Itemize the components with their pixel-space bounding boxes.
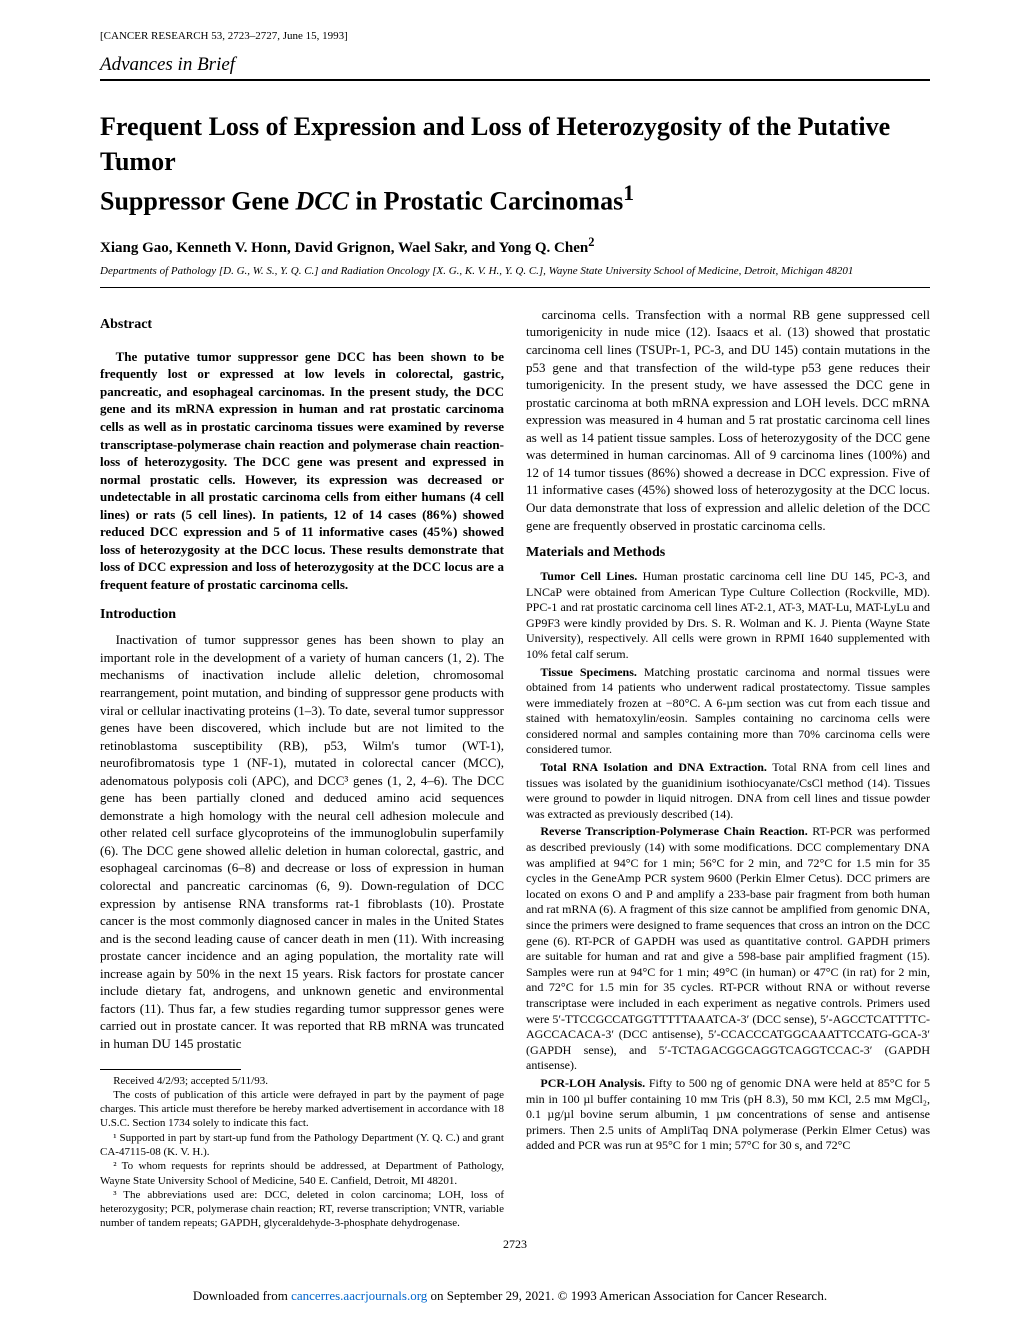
mm-rtpcr: Reverse Transcription-Polymerase Chain R… bbox=[526, 824, 930, 1074]
mm-rna: Total RNA Isolation and DNA Extraction. … bbox=[526, 760, 930, 822]
mm3-head: Total RNA Isolation and DNA Extraction. bbox=[540, 760, 767, 774]
mm4-text: RT-PCR was performed as described previo… bbox=[526, 824, 930, 1072]
mm-heading: Materials and Methods bbox=[526, 544, 930, 563]
title-line2a: Suppressor Gene bbox=[100, 187, 296, 216]
title-line1: Frequent Loss of Expression and Loss of … bbox=[100, 112, 890, 176]
abstract-text: The putative tumor suppressor gene DCC h… bbox=[100, 348, 504, 594]
intro-text: Inactivation of tumor suppressor genes h… bbox=[100, 631, 504, 1052]
author-sup: 2 bbox=[588, 235, 594, 249]
download-bar: Downloaded from cancerres.aacrjournals.o… bbox=[0, 1272, 1020, 1316]
mm-cell-lines: Tumor Cell Lines. Human prostatic carcin… bbox=[526, 569, 930, 663]
download-link[interactable]: cancerres.aacrjournals.org bbox=[291, 1288, 427, 1303]
right-column: carcinoma cells. Transfection with a nor… bbox=[526, 306, 930, 1231]
section-heading: Advances in Brief bbox=[100, 54, 930, 81]
author-names: Xiang Gao, Kenneth V. Honn, David Grigno… bbox=[100, 240, 588, 256]
title-line2c: in Prostatic Carcinomas bbox=[349, 187, 623, 216]
footnote-separator bbox=[100, 1069, 241, 1070]
footnote-costs: The costs of publication of this article… bbox=[100, 1088, 504, 1131]
footnote-support: ¹ Supported in part by start-up fund fro… bbox=[100, 1131, 504, 1160]
intro-heading: Introduction bbox=[100, 606, 504, 625]
mm5-head: PCR-LOH Analysis. bbox=[540, 1076, 645, 1090]
mm-tissue: Tissue Specimens. Matching prostatic car… bbox=[526, 665, 930, 759]
col2-continuation: carcinoma cells. Transfection with a nor… bbox=[526, 306, 930, 534]
affiliation: Departments of Pathology [D. G., W. S., … bbox=[100, 265, 930, 288]
authors: Xiang Gao, Kenneth V. Honn, David Grigno… bbox=[100, 235, 930, 257]
download-prefix: Downloaded from bbox=[193, 1288, 291, 1303]
abstract-heading: Abstract bbox=[100, 316, 504, 335]
page-number: 2723 bbox=[100, 1237, 930, 1252]
footnotes: Received 4/2/93; accepted 5/11/93. The c… bbox=[100, 1074, 504, 1231]
footnote-received: Received 4/2/93; accepted 5/11/93. bbox=[100, 1074, 504, 1088]
article-title: Frequent Loss of Expression and Loss of … bbox=[100, 109, 930, 219]
footnote-reprints: ² To whom requests for reprints should b… bbox=[100, 1159, 504, 1188]
left-column: Abstract The putative tumor suppressor g… bbox=[100, 306, 504, 1231]
journal-info: [CANCER RESEARCH 53, 2723–2727, June 15,… bbox=[100, 30, 930, 42]
mm4-head: Reverse Transcription-Polymerase Chain R… bbox=[540, 824, 807, 838]
mm-pcrloh: PCR-LOH Analysis. Fifty to 500 ng of gen… bbox=[526, 1076, 930, 1154]
download-suffix: on September 29, 2021. © 1993 American A… bbox=[427, 1288, 827, 1303]
footnote-abbrev: ³ The abbreviations used are: DCC, delet… bbox=[100, 1188, 504, 1231]
title-gene: DCC bbox=[296, 187, 349, 216]
title-sup: 1 bbox=[623, 181, 634, 205]
mm1-head: Tumor Cell Lines. bbox=[540, 569, 637, 583]
mm2-head: Tissue Specimens. bbox=[540, 665, 637, 679]
